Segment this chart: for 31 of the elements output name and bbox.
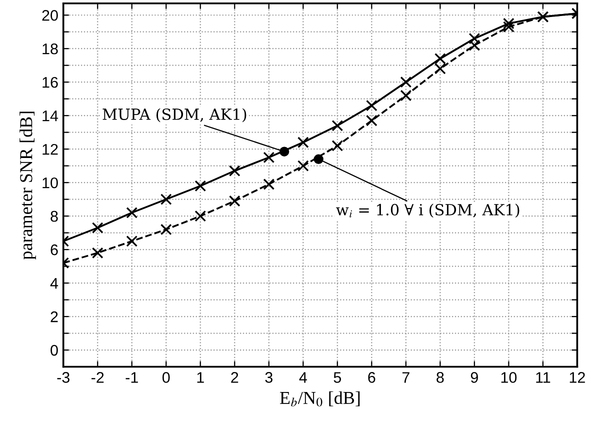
y-tick-label: 20 xyxy=(42,10,58,21)
x-tick-label: -1 xyxy=(126,372,138,383)
y-tick-label: 18 xyxy=(42,43,58,54)
x-axis-title: E$_{b}$/N$_{0}$ [dB] xyxy=(280,391,360,406)
y-tick-label: 6 xyxy=(50,244,58,256)
x-tick-label: 9 xyxy=(470,372,478,383)
y-tick-label: 8 xyxy=(50,210,58,222)
x-tick-label: 0 xyxy=(162,372,170,383)
x-tick-label: 3 xyxy=(265,372,272,383)
x-tick-label: 7 xyxy=(402,372,410,383)
x-tick-label: 12 xyxy=(570,372,585,383)
x-tick-label: 10 xyxy=(501,372,517,383)
y-tick-label: 4 xyxy=(50,278,58,289)
y-tick-label: 10 xyxy=(42,177,58,188)
x-tick-label: 6 xyxy=(368,372,376,383)
x-tick-label: 1 xyxy=(197,372,204,383)
y-tick-label: 16 xyxy=(42,76,58,88)
y-tick-label: 12 xyxy=(42,144,58,155)
annotation: MUPA (SDM, AK1) xyxy=(102,108,246,122)
y-axis-title: parameter SNR [dB] xyxy=(20,112,36,260)
y-tick-label: 14 xyxy=(42,110,58,122)
x-tick-label: 4 xyxy=(299,372,307,383)
x-tick-label: 8 xyxy=(436,372,444,383)
x-tick-label: 11 xyxy=(536,372,550,383)
x-tick-label: -2 xyxy=(91,372,104,383)
x-tick-label: 5 xyxy=(334,372,342,383)
y-tick-label: 2 xyxy=(50,311,58,322)
x-tick-label: 2 xyxy=(231,372,238,383)
x-tick-label: -3 xyxy=(57,372,70,383)
annotation: w$_{i}$ = 1.0 ∀ i (SDM, AK1) xyxy=(336,204,520,218)
y-tick-label: 0 xyxy=(50,344,58,356)
